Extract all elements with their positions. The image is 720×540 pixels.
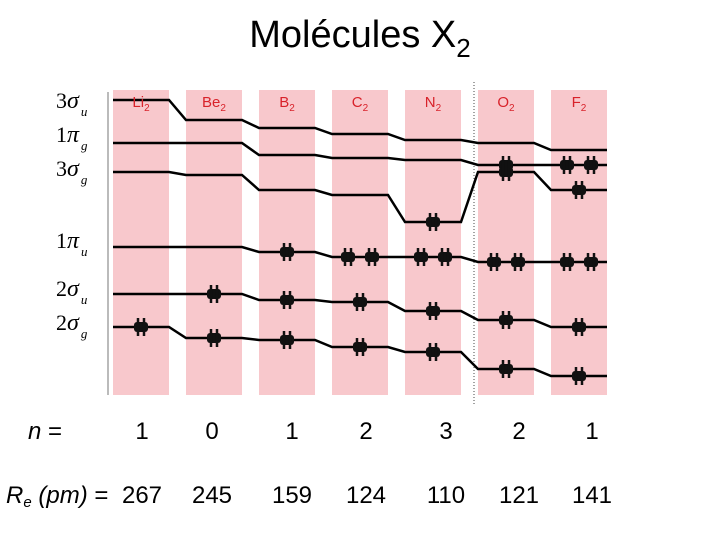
bond-order-value: 0 xyxy=(205,418,219,445)
molecule-label: Be2 xyxy=(202,94,226,114)
electron-pair xyxy=(499,360,513,378)
electron-pair xyxy=(499,311,513,329)
orbital-label-3σg: 3σ g xyxy=(56,156,88,187)
electron-pair xyxy=(487,253,501,271)
bond-length-value: 110 xyxy=(426,482,466,509)
electron-pair xyxy=(426,302,440,320)
bond-order-value: 2 xyxy=(512,418,526,445)
orbital-label-3σu: 3σ u xyxy=(56,88,88,119)
bond-length-value: 159 xyxy=(271,482,313,509)
orbital-label-1πu: 1π u xyxy=(56,228,88,259)
electron-pair xyxy=(584,253,598,271)
molecule-column-be2 xyxy=(186,90,242,395)
electron-pair xyxy=(572,181,586,199)
orbital-label-2σg: 2σ g xyxy=(56,310,88,341)
electron-pair xyxy=(341,248,355,266)
bond-length-value: 121 xyxy=(498,482,540,509)
page-title: Molécules X2 xyxy=(249,14,471,63)
electron-pair xyxy=(353,293,367,311)
bond-length-value: 245 xyxy=(191,482,233,509)
electron-pair xyxy=(280,331,294,349)
electron-pair xyxy=(134,318,148,336)
orbital-label-2σu: 2σ u xyxy=(56,276,88,307)
electron-pair xyxy=(499,163,513,181)
electron-pair xyxy=(207,329,221,347)
orbital-level-1πg xyxy=(113,141,607,167)
electron-pair xyxy=(426,343,440,361)
bond-length-value: 124 xyxy=(345,482,387,509)
orbital-level-3σg xyxy=(113,170,607,224)
electron-pair xyxy=(584,156,598,174)
bond-order-label: n = xyxy=(28,418,63,445)
bond-order-value: 3 xyxy=(439,418,453,445)
bond-length-value: 141 xyxy=(571,482,613,509)
molecule-column-b2 xyxy=(259,90,315,395)
electron-pair xyxy=(280,243,294,261)
electron-pair xyxy=(511,253,525,271)
electron-pair xyxy=(365,248,379,266)
molecule-column-o2 xyxy=(478,90,534,395)
orbital-level-3σu xyxy=(113,98,607,152)
bond-order-value: 1 xyxy=(135,418,149,445)
electron-pair xyxy=(438,248,452,266)
electron-pair xyxy=(560,156,574,174)
bond-order-value: 2 xyxy=(359,418,373,445)
bond-length-value: 267 xyxy=(121,482,163,509)
electron-pair xyxy=(560,253,574,271)
electron-pair xyxy=(572,367,586,385)
bond-order-value: 1 xyxy=(285,418,299,445)
molecule-column-li2 xyxy=(113,90,169,395)
orbital-label-1πg: 1π g xyxy=(56,122,88,153)
electron-pair xyxy=(572,318,586,336)
electron-pair xyxy=(426,213,440,231)
electron-pair xyxy=(207,285,221,303)
electron-pair xyxy=(353,338,367,356)
electron-pair xyxy=(280,291,294,309)
bond-length-label: Re (pm) = xyxy=(6,482,109,511)
electron-pair xyxy=(414,248,428,266)
bond-order-value: 1 xyxy=(585,418,599,445)
molecule-column-f2 xyxy=(551,90,607,395)
